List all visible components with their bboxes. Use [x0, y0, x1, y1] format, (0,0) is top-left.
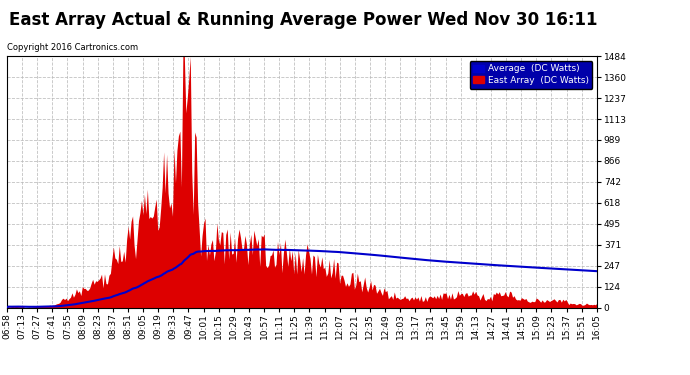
- Legend: Average  (DC Watts), East Array  (DC Watts): Average (DC Watts), East Array (DC Watts…: [470, 61, 592, 89]
- Text: Copyright 2016 Cartronics.com: Copyright 2016 Cartronics.com: [7, 43, 138, 52]
- Text: East Array Actual & Running Average Power Wed Nov 30 16:11: East Array Actual & Running Average Powe…: [10, 11, 598, 29]
